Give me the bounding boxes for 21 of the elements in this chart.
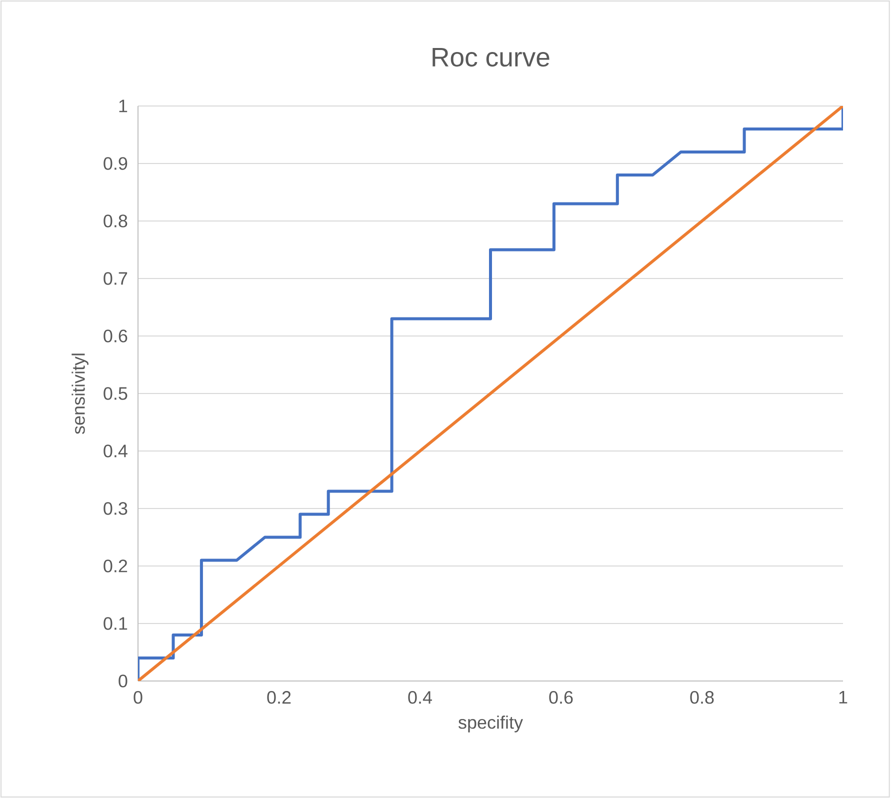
x-tick-label: 0.4 xyxy=(408,691,432,704)
x-tick-label: 0.6 xyxy=(549,691,573,704)
y-tick-label: 0.5 xyxy=(104,387,128,400)
y-tick-label: 0 xyxy=(118,674,128,688)
y-tick-label: 0.6 xyxy=(104,330,128,342)
y-tick-label: 0.2 xyxy=(104,560,128,572)
y-tick-label: 0.1 xyxy=(104,617,128,630)
x-tick-label: 1 xyxy=(839,691,848,704)
line-series xyxy=(138,106,843,681)
y-axis-title: sensitivityl xyxy=(72,354,88,434)
y-tick-label: 1 xyxy=(119,100,128,112)
y-tick-label: 0.9 xyxy=(104,157,128,170)
x-tick-label: 0.2 xyxy=(267,691,291,704)
x-axis-title: specifity xyxy=(458,716,523,732)
x-tick-label: 0.8 xyxy=(690,691,714,704)
y-tick-label: 0.4 xyxy=(104,444,128,458)
y-tick-label: 0.3 xyxy=(104,502,128,515)
y-tick-label: 0.8 xyxy=(104,214,128,228)
y-tick-label: 0.7 xyxy=(104,272,128,285)
chart-title: Roc curve xyxy=(432,48,550,67)
x-tick-label: 0 xyxy=(134,691,142,704)
